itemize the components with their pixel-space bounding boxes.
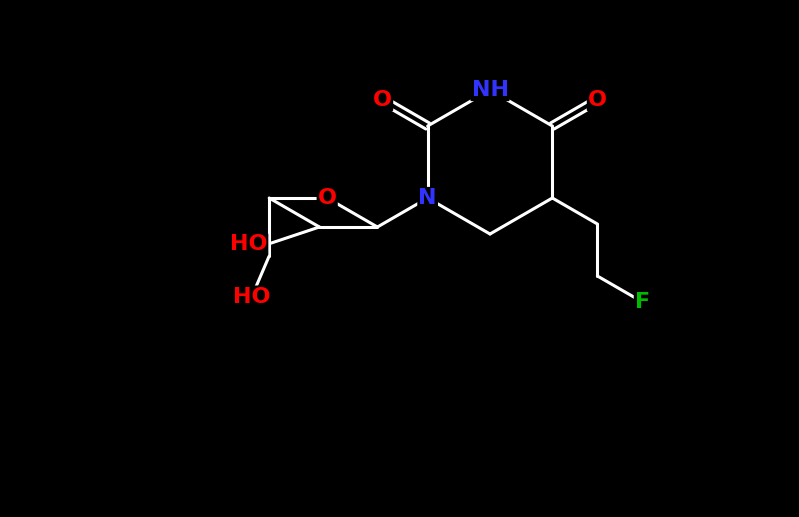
Text: NH: NH	[471, 80, 508, 100]
Text: N: N	[419, 188, 437, 208]
Text: O: O	[588, 90, 607, 110]
Text: HO: HO	[230, 234, 267, 254]
Text: HO: HO	[233, 286, 271, 307]
Text: O: O	[318, 188, 336, 208]
Text: F: F	[635, 292, 650, 312]
Text: O: O	[373, 90, 392, 110]
